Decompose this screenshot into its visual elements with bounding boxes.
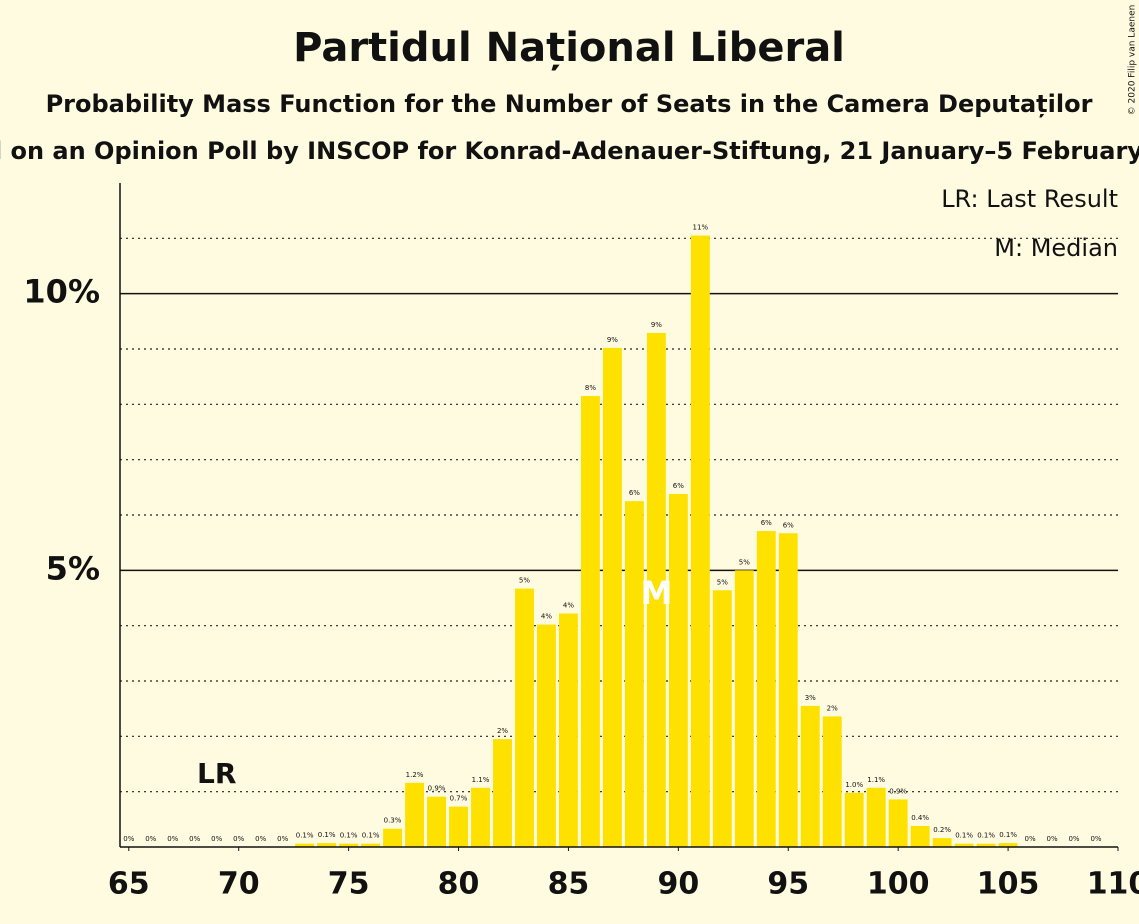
bar [888, 799, 908, 847]
bar [449, 806, 468, 847]
value-label: 0.9% [889, 787, 907, 795]
bar [471, 787, 490, 847]
value-label: 1.0% [845, 781, 863, 789]
value-label: 0% [123, 835, 134, 843]
bar [624, 501, 644, 847]
value-label: 0% [167, 835, 178, 843]
x-tick-label: 95 [767, 867, 809, 902]
bar [668, 493, 688, 847]
bar [976, 843, 996, 847]
bar [998, 843, 1018, 847]
value-label: 1.1% [867, 776, 885, 784]
x-tick-label: 105 [977, 867, 1040, 902]
bar [910, 825, 930, 847]
bar [339, 843, 359, 847]
bar [602, 347, 622, 847]
bar [361, 843, 381, 847]
value-label: 1.2% [406, 771, 424, 779]
x-tick-label: 90 [657, 867, 699, 902]
value-label: 6% [761, 519, 772, 527]
bar [493, 739, 512, 847]
value-label: 0.1% [977, 832, 995, 840]
value-label: 0% [1046, 835, 1057, 843]
chart-title: Partidul Național Liberal [293, 25, 845, 71]
bar [756, 531, 776, 847]
value-label: 0.1% [340, 832, 358, 840]
bar [932, 838, 952, 847]
value-label: 2% [497, 727, 508, 735]
value-label: 1.1% [472, 776, 490, 784]
bar [317, 843, 337, 847]
chart-subtitle: Probability Mass Function for the Number… [46, 90, 1093, 118]
value-label: 5% [739, 558, 750, 566]
value-label: 0% [277, 835, 288, 843]
x-tick-label: 100 [867, 867, 930, 902]
x-tick-label: 85 [548, 867, 590, 902]
value-label: 0.1% [318, 831, 336, 839]
bar [405, 782, 425, 847]
copyright: © 2020 Filip van Laenen [1128, 5, 1138, 116]
value-label: 0.1% [362, 832, 380, 840]
x-tick-label: 110 [1087, 867, 1139, 902]
bar [558, 613, 578, 847]
value-label: 3% [805, 694, 816, 702]
value-label: 0% [211, 835, 222, 843]
value-label: 0% [255, 835, 266, 843]
value-label: 5% [519, 577, 530, 585]
value-label: 4% [563, 601, 574, 609]
bar [954, 843, 974, 847]
x-tick-label: 80 [438, 867, 480, 902]
bar [580, 396, 600, 847]
value-label: 6% [673, 482, 684, 490]
value-label: 2% [827, 704, 838, 712]
value-label: 0.1% [999, 831, 1017, 839]
bar [866, 787, 886, 847]
value-label: 9% [651, 321, 662, 329]
chart-subtitle: Based on an Opinion Poll by INSCOP for K… [0, 137, 1139, 165]
value-label: 11% [693, 224, 709, 232]
value-label: 0.3% [384, 817, 402, 825]
bar [844, 792, 864, 847]
value-label: 0.4% [911, 814, 929, 822]
median-label: M [640, 574, 672, 612]
value-label: 0.1% [296, 832, 314, 840]
value-label: 0% [233, 835, 244, 843]
value-label: 0% [189, 835, 200, 843]
bar [712, 590, 732, 847]
y-tick-label: 5% [46, 549, 100, 587]
value-label: 0.1% [955, 832, 973, 840]
y-tick-label: 10% [23, 273, 100, 311]
bar [734, 570, 754, 847]
bar [646, 332, 666, 847]
value-label: 9% [607, 336, 618, 344]
bar [427, 796, 446, 847]
value-label: 0.9% [428, 785, 446, 793]
bar [778, 533, 798, 847]
value-label: 4% [541, 613, 552, 621]
last-result-label: LR [197, 757, 236, 790]
bar [537, 624, 556, 847]
legend-entry: LR: Last Result [941, 185, 1118, 213]
x-tick-label: 65 [108, 867, 150, 902]
bar [800, 705, 820, 847]
value-label: 0% [145, 835, 156, 843]
bar [822, 716, 842, 847]
value-label: 5% [717, 578, 728, 586]
value-label: 0% [1068, 835, 1079, 843]
bar [690, 235, 710, 848]
value-label: 0.2% [933, 826, 951, 834]
value-label: 0.7% [450, 795, 468, 803]
bar [383, 828, 403, 847]
bar [515, 588, 534, 847]
x-tick-label: 75 [328, 867, 370, 902]
value-label: 0% [1025, 835, 1036, 843]
value-label: 6% [629, 489, 640, 497]
value-label: 0% [1090, 835, 1101, 843]
value-label: 6% [783, 521, 794, 529]
value-label: 8% [585, 384, 596, 392]
bar [295, 843, 315, 847]
x-tick-label: 70 [218, 867, 260, 902]
